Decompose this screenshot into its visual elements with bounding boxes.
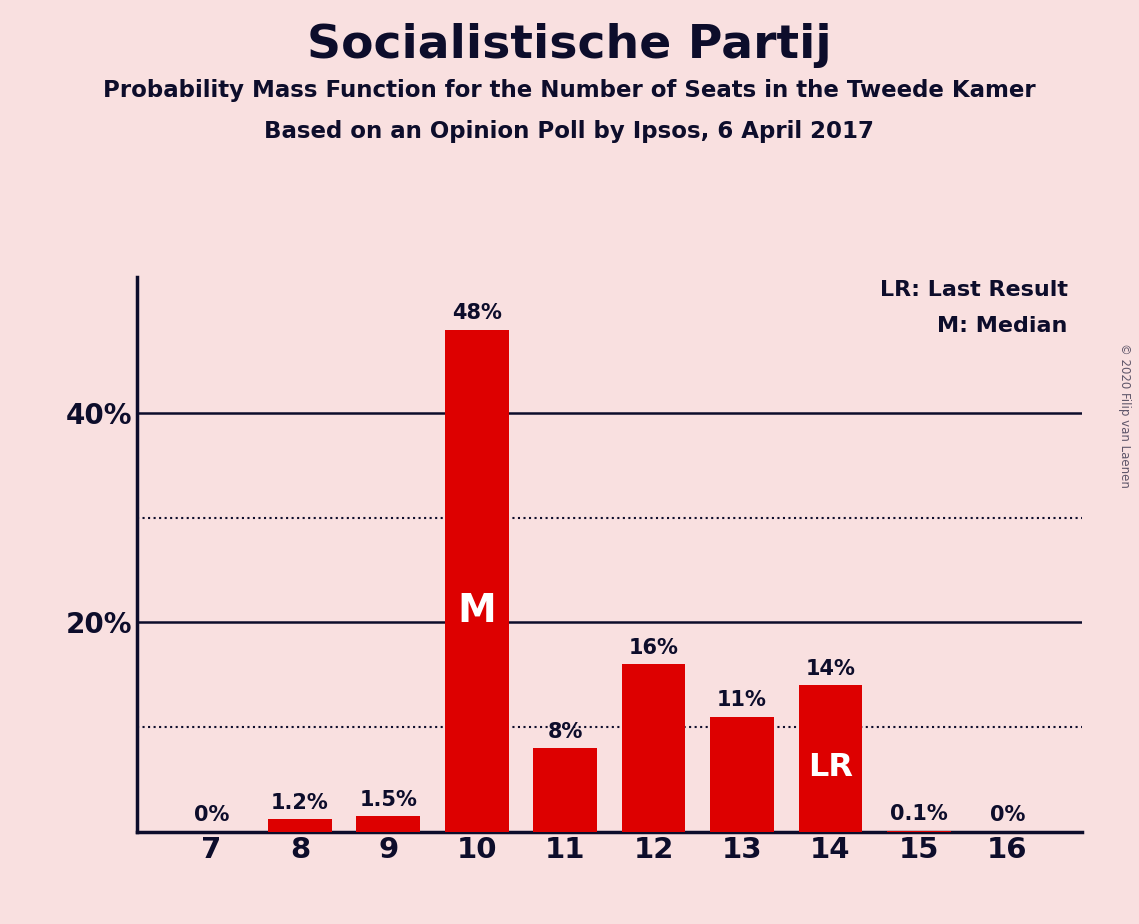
Text: 14%: 14% — [805, 659, 855, 679]
Bar — [887, 831, 951, 832]
Bar — [268, 819, 331, 832]
Bar — [445, 330, 509, 832]
Bar — [622, 664, 686, 832]
Bar — [533, 748, 597, 832]
Bar — [357, 816, 420, 832]
Text: © 2020 Filip van Laenen: © 2020 Filip van Laenen — [1118, 344, 1131, 488]
Text: 11%: 11% — [718, 690, 767, 711]
Text: 1.2%: 1.2% — [271, 793, 329, 813]
Text: 16%: 16% — [629, 638, 679, 658]
Text: 1.5%: 1.5% — [360, 790, 417, 809]
Text: 48%: 48% — [452, 303, 501, 323]
Text: Probability Mass Function for the Number of Seats in the Tweede Kamer: Probability Mass Function for the Number… — [104, 79, 1035, 102]
Bar — [710, 716, 773, 832]
Text: 8%: 8% — [548, 722, 583, 742]
Text: LR: LR — [808, 751, 853, 783]
Bar — [798, 686, 862, 832]
Text: 0.1%: 0.1% — [890, 804, 948, 824]
Text: 0%: 0% — [990, 806, 1025, 825]
Text: Based on an Opinion Poll by Ipsos, 6 April 2017: Based on an Opinion Poll by Ipsos, 6 Apr… — [264, 120, 875, 143]
Text: Socialistische Partij: Socialistische Partij — [308, 23, 831, 68]
Text: LR: Last Result
M: Median: LR: Last Result M: Median — [879, 280, 1068, 336]
Text: 0%: 0% — [194, 806, 229, 825]
Text: M: M — [458, 591, 497, 629]
